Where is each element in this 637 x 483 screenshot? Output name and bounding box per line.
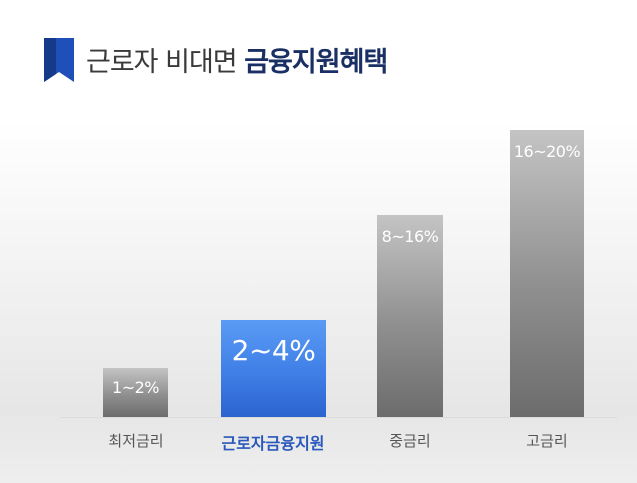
rate-label: 2~4% xyxy=(231,334,316,367)
category-label: 중금리 xyxy=(389,432,431,450)
bar-highlight: 2~4% xyxy=(221,320,326,417)
title-bold: 금융지원혜택 xyxy=(244,47,388,78)
category-label: 고금리 xyxy=(526,432,568,450)
bar: 8~16% xyxy=(377,215,443,417)
title-plain: 근로자 비대면 xyxy=(86,47,238,78)
floor xyxy=(60,417,617,418)
rate-label: 1~2% xyxy=(112,378,159,397)
rate-label: 16~20% xyxy=(513,142,581,161)
bar: 1~2% xyxy=(103,368,168,417)
category-label: 최저금리 xyxy=(108,432,164,450)
title: 근로자 비대면 금융지원혜택 xyxy=(86,40,388,79)
rate-label: 8~16% xyxy=(381,227,439,246)
title-icon xyxy=(44,38,74,82)
category-label: 근로자금융지원 xyxy=(221,434,325,453)
bar: 16~20% xyxy=(510,130,584,417)
